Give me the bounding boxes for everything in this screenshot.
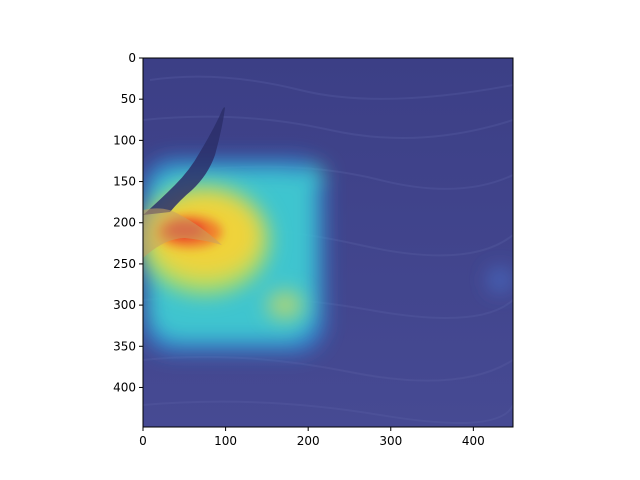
x-axis: 0 100 200 300 400 [139,427,485,448]
y-tick-label: 150 [113,175,136,189]
x-tick-label: 100 [214,434,237,448]
y-tick-label: 300 [113,298,136,312]
y-tick-label: 350 [113,339,136,353]
y-tick-label: 0 [128,51,136,65]
x-tick-label: 200 [297,434,320,448]
y-tick-label: 100 [113,133,136,147]
y-tick-label: 200 [113,216,136,230]
x-tick-label: 300 [379,434,402,448]
x-tick-label: 0 [139,434,147,448]
x-tick-label: 400 [462,434,485,448]
heatmap-image [140,58,513,427]
y-tick-label: 50 [121,92,136,106]
y-tick-label: 400 [113,380,136,394]
y-axis: 0 50 100 150 200 250 300 350 400 [113,51,143,394]
y-tick-label: 250 [113,257,136,271]
